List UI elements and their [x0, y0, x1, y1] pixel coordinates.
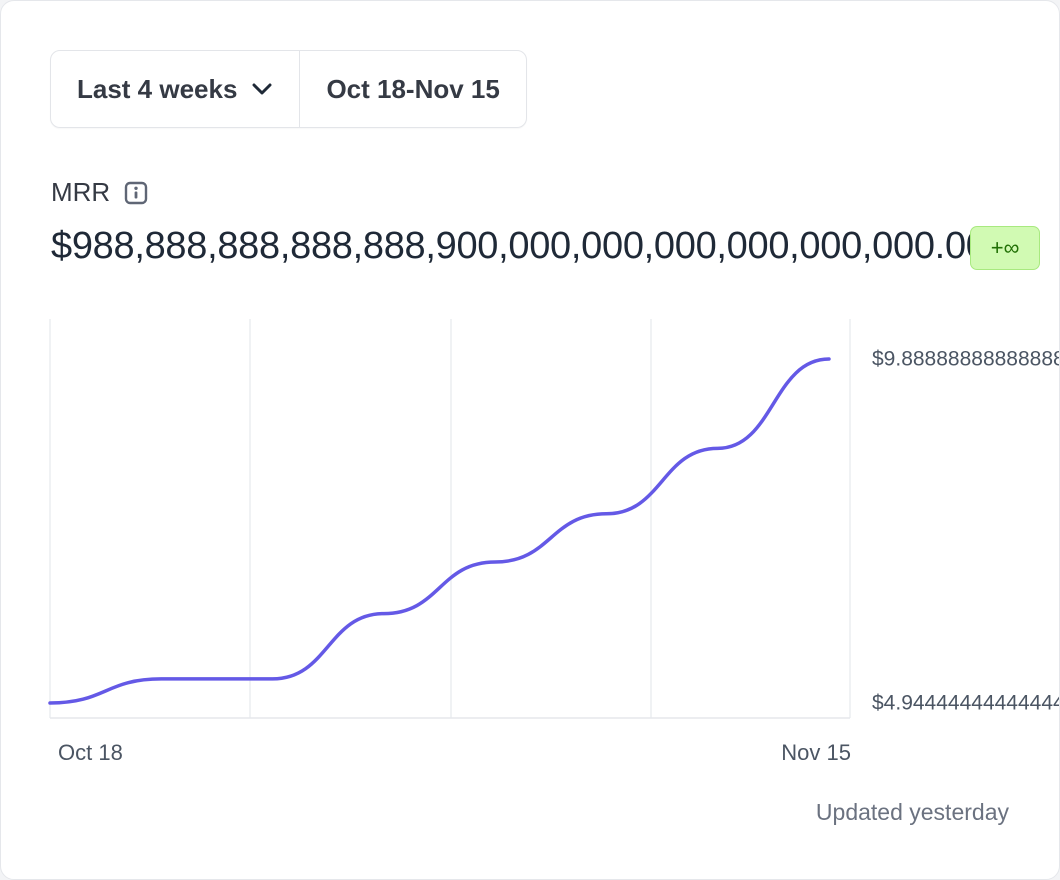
updated-note: Updated yesterday — [815, 799, 1009, 825]
change-badge: +∞ — [970, 226, 1040, 270]
period-label: Last 4 weeks — [77, 73, 238, 104]
mrr-series-line — [48, 357, 831, 705]
x-tick-label-0: Oct 18 — [58, 740, 123, 765]
metric-name: MRR — [51, 177, 111, 207]
metric-label: MRR — [51, 177, 148, 208]
info-icon[interactable] — [124, 181, 148, 205]
period-dropdown-button[interactable]: Last 4 weeks — [51, 51, 299, 127]
y-tick-label-1: $4.944444444444444 — [872, 692, 1059, 715]
date-range-button[interactable]: Oct 18-Nov 15 — [299, 51, 525, 127]
y-tick-label-0: $9.888888888888888 — [872, 348, 1059, 371]
date-range-selector: Last 4 weeks Oct 18-Nov 15 — [50, 50, 527, 128]
x-tick-label-1: Nov 15 — [781, 740, 851, 765]
metric-value: $988,888,888,888,888,900,000,000,000,000… — [51, 225, 987, 267]
date-range-label: Oct 18-Nov 15 — [326, 73, 500, 104]
chevron-down-icon — [251, 82, 273, 96]
